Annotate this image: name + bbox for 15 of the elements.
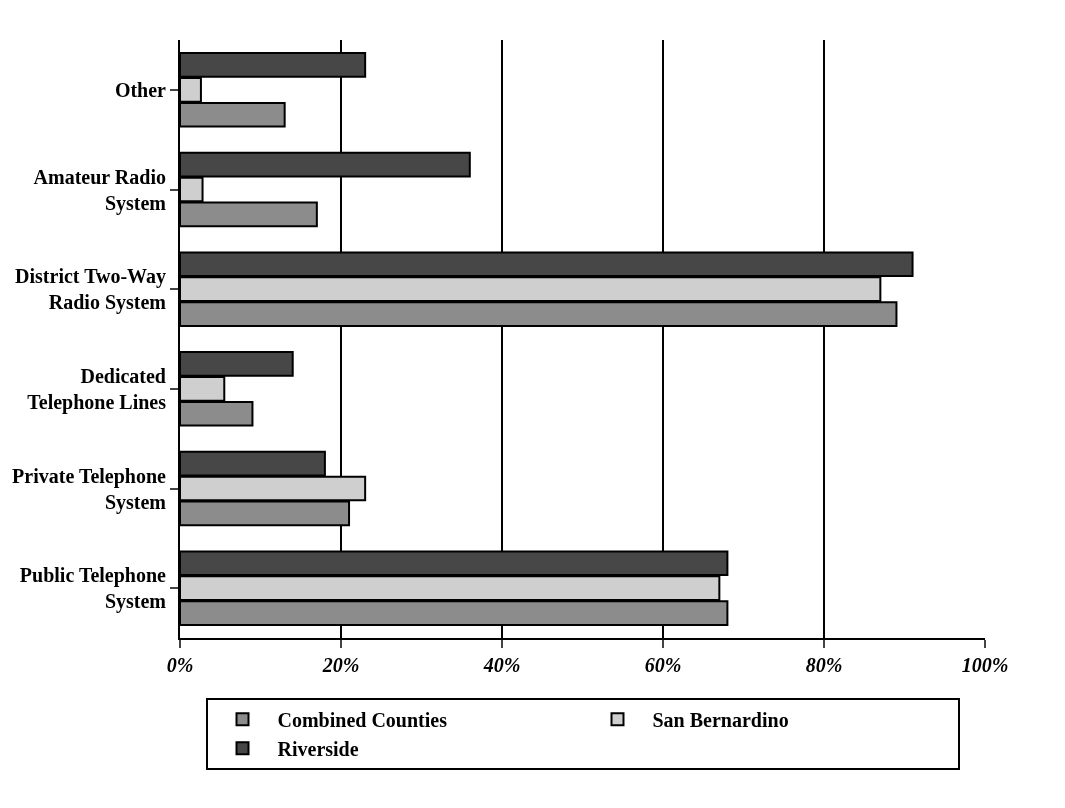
legend-label: San Bernardino xyxy=(652,709,789,732)
x-tick-label: 0% xyxy=(166,654,194,676)
legend-label: Riverside xyxy=(277,738,359,761)
y-tick-label: Dedicated Telephone Lines xyxy=(27,364,167,414)
y-tick-label: Private Telephone System xyxy=(12,464,167,514)
legend-label: Combined Counties xyxy=(277,709,448,732)
y-tick-label: Other xyxy=(114,78,167,101)
x-tick-label: 40% xyxy=(482,654,521,676)
y-tick-label: Amateur Radio System xyxy=(33,165,167,215)
y-tick-label: District Two-Way Radio System xyxy=(15,265,167,315)
x-tick-label: 100% xyxy=(961,654,1009,676)
x-tick-label: 20% xyxy=(321,654,360,676)
x-tick-label: 80% xyxy=(805,654,843,676)
x-tick-label: 60% xyxy=(644,654,682,676)
y-tick-label: Public Telephone System xyxy=(19,564,167,614)
